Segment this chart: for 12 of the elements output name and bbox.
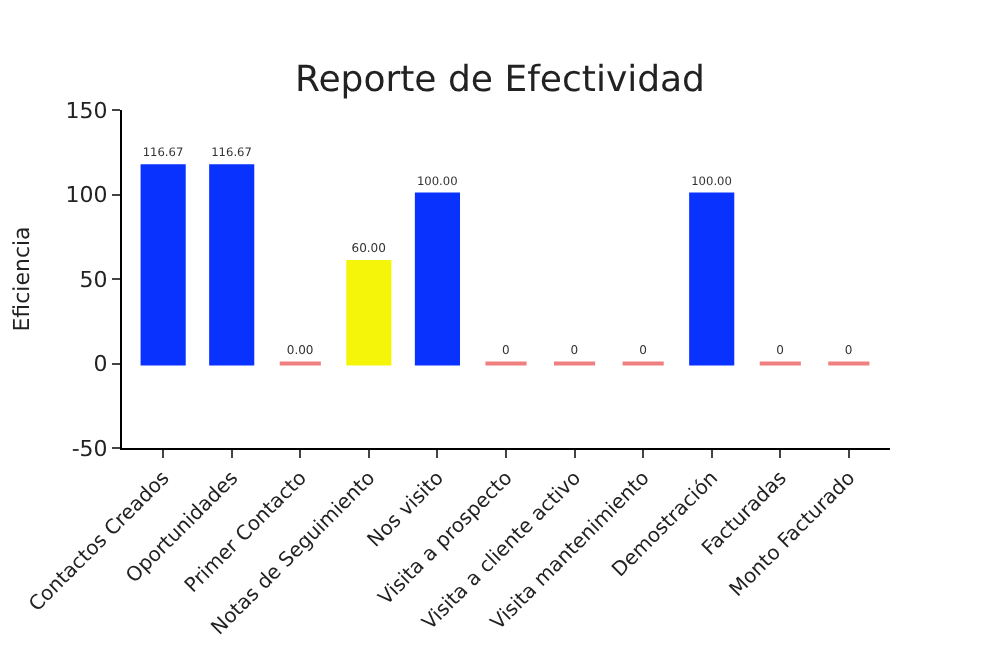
y-tick-label: 0 [93, 351, 108, 378]
y-tick-label: 100 [65, 182, 108, 209]
bar [346, 260, 392, 366]
y-tick-label: -50 [71, 435, 108, 462]
bar [140, 164, 186, 366]
chart-title: Reporte de Efectividad [295, 59, 705, 102]
bar [689, 192, 735, 366]
y-tick-label: 150 [65, 97, 108, 124]
y-axis-title: Eficiencia [8, 226, 35, 332]
bar [414, 192, 460, 366]
bar [209, 164, 255, 366]
y-tick-label: 50 [79, 266, 108, 293]
